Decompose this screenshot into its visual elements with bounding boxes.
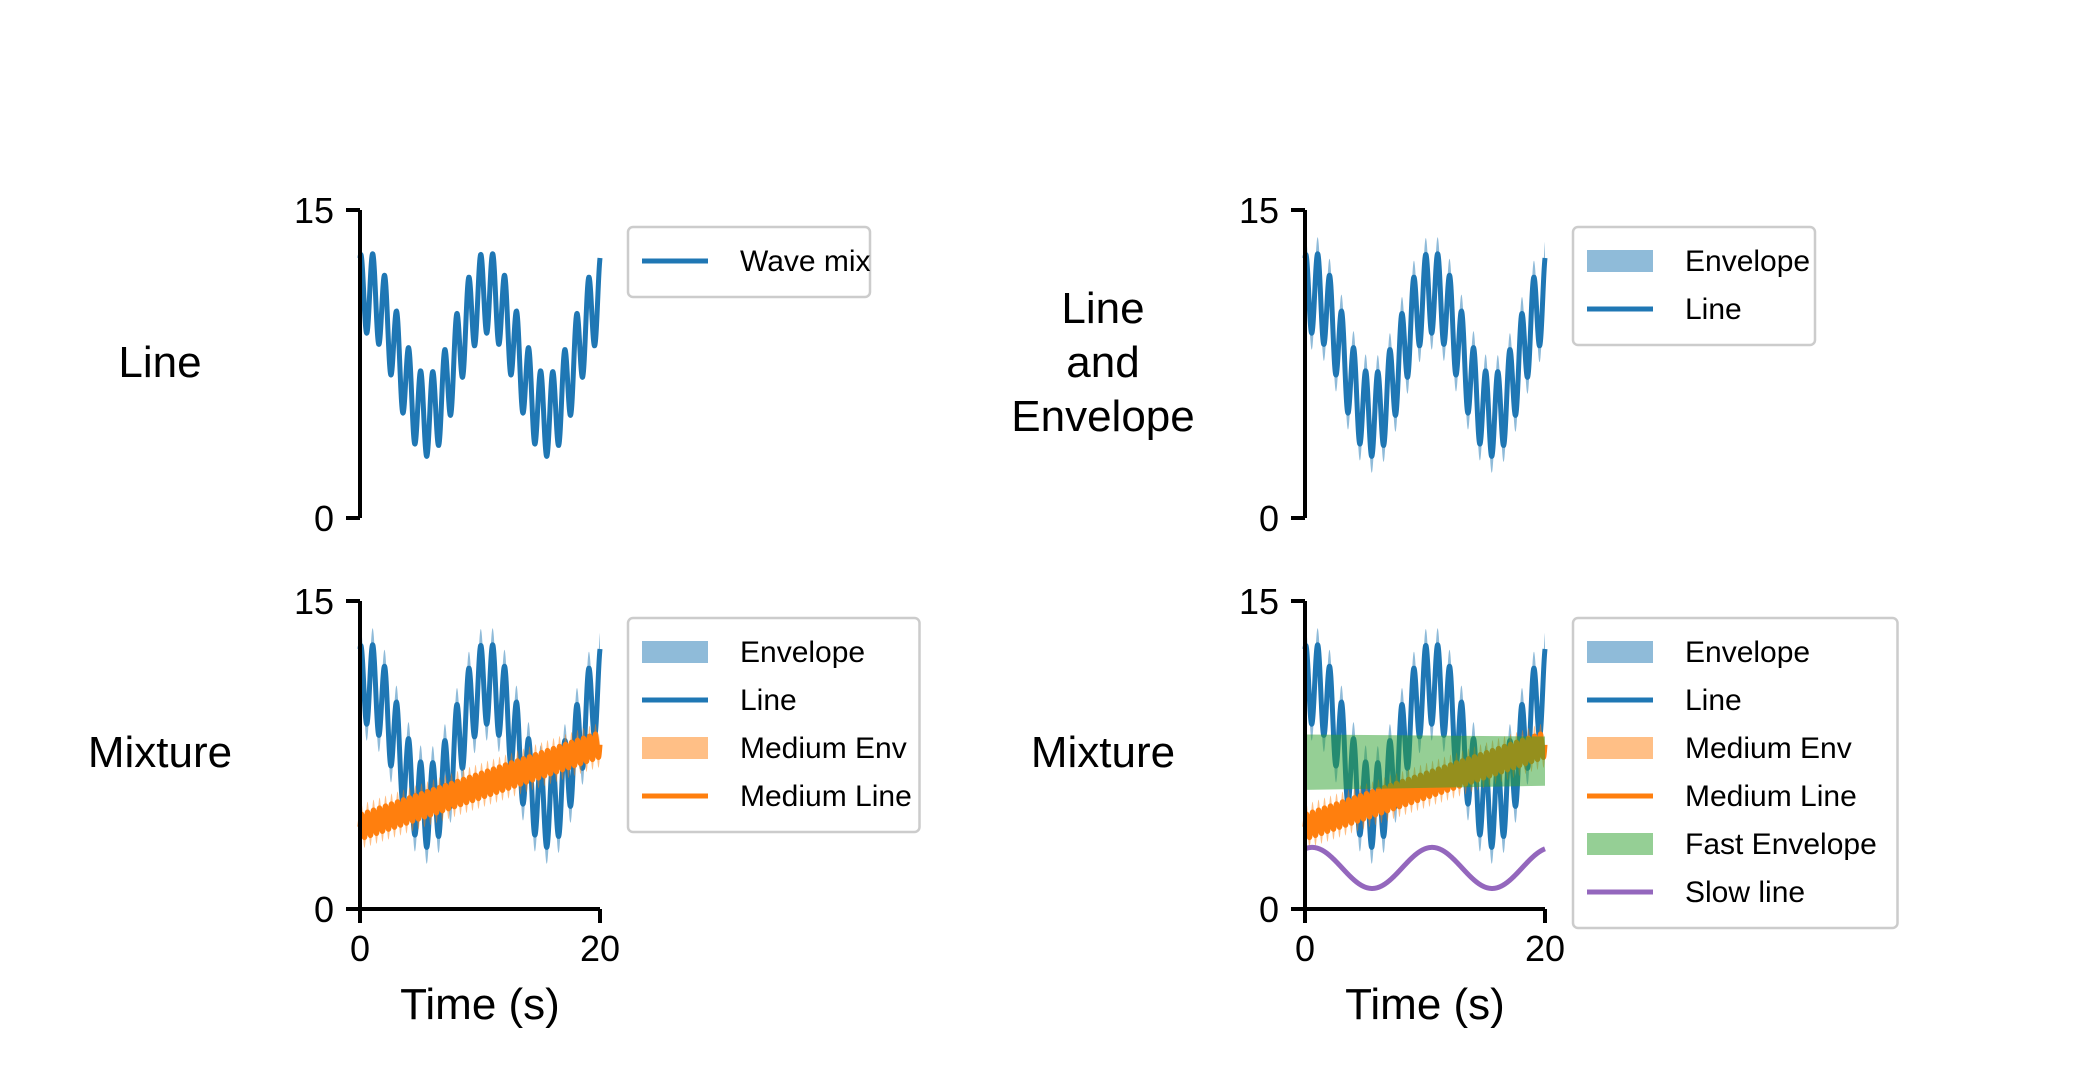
panel-1: Line 0 15 Wave mix (118, 190, 872, 539)
y-tick-label: 0 (1259, 889, 1279, 930)
legend-frame (626, 225, 872, 299)
x-axis-label: Time (s) (400, 980, 560, 1029)
row-label: and (1066, 338, 1139, 387)
legend-entry: Medium Line (740, 780, 912, 813)
legend-entry: Line (740, 684, 797, 717)
panel-2: Line and Envelope 0 15 Envelope Line (1011, 190, 1817, 539)
x-axis-label: Time (s) (1345, 980, 1505, 1029)
legend-entry: Medium Line (1685, 780, 1857, 813)
row-label: Line (1061, 284, 1144, 333)
y-tick-label: 15 (1239, 190, 1279, 231)
legend-frame (1571, 616, 1899, 930)
legend-patch-swatch (642, 737, 708, 759)
row-label: Envelope (1011, 392, 1194, 441)
x-tick-label: 20 (580, 928, 620, 969)
x-tick-label: 0 (350, 928, 370, 969)
row-label: Line (118, 338, 201, 387)
y-tick-label: 15 (294, 190, 334, 231)
legend-patch-swatch (1587, 641, 1653, 663)
x-tick-label: 20 (1525, 928, 1565, 969)
series-line (357, 251, 603, 459)
legend-entry: Envelope (1685, 636, 1810, 669)
legend-entry: Envelope (1685, 245, 1810, 278)
series-line (357, 731, 603, 841)
y-tick-label: 0 (1259, 498, 1279, 539)
y-tick-label: 0 (314, 889, 334, 930)
legend-patch-swatch (1587, 737, 1653, 759)
y-tick-label: 15 (294, 581, 334, 622)
legend-frame (626, 616, 921, 834)
legend-entry: Line (1685, 684, 1742, 717)
series-line (357, 642, 603, 850)
legend-patch-swatch (642, 641, 708, 663)
legend: Wave mix (626, 225, 872, 299)
legend-entry: Medium Env (1685, 732, 1852, 765)
series-line (1302, 251, 1548, 459)
row-label: Mixture (88, 728, 232, 777)
panel-3: Mixture 0 15 0 20 Time (s) Envelope Line Medium … (88, 581, 921, 1029)
row-label: Mixture (1031, 728, 1175, 777)
x-tick-label: 0 (1295, 928, 1315, 969)
y-tick-label: 15 (1239, 581, 1279, 622)
legend: Envelope Line Medium Env Medium Line (626, 616, 921, 834)
legend-entry: Envelope (740, 636, 865, 669)
legend-entry: Line (1685, 293, 1742, 326)
panel-4: Mixture 0 15 0 20 Time (s) Envelope Line Medium … (1031, 581, 1899, 1029)
legend-patch-swatch (1587, 833, 1653, 855)
legend: Envelope Line Medium Env Medium Line Fast En… (1571, 616, 1899, 930)
legend-entry: Medium Env (740, 732, 907, 765)
fast-envelope-band (1305, 734, 1545, 790)
legend-patch-swatch (1587, 250, 1653, 272)
legend-entry: Wave mix (740, 245, 871, 278)
y-tick-label: 0 (314, 498, 334, 539)
legend-entry: Fast Envelope (1685, 828, 1877, 861)
series-line (1302, 844, 1548, 891)
legend: Envelope Line (1571, 225, 1817, 347)
legend-entry: Slow line (1685, 876, 1805, 909)
